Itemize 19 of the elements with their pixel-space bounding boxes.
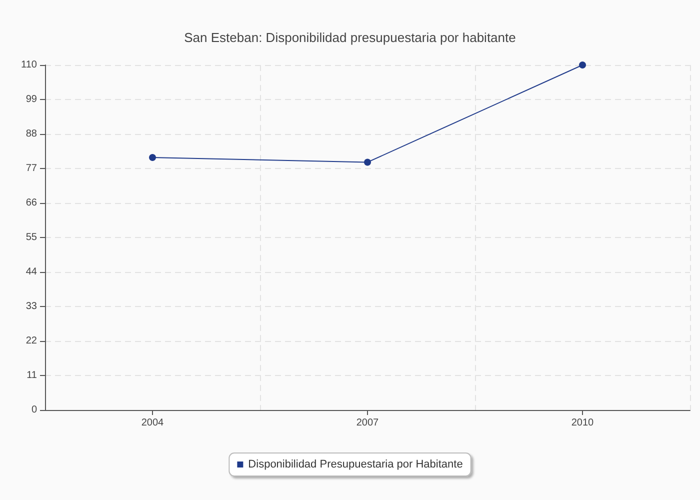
y-tick-label: 11: [26, 370, 38, 381]
point: [579, 62, 586, 68]
x-tick-label: 2010: [571, 418, 594, 428]
y-tick-label: 33: [26, 301, 38, 312]
y-tick-label: 88: [26, 128, 38, 140]
legend-label: Disponibilidad Presupuestaria por Habitante: [248, 458, 463, 470]
y-tick-label: 55: [26, 232, 38, 243]
y-tick-label: 44: [26, 266, 38, 278]
y-tick-label: 22: [26, 336, 38, 346]
y-tick-label: 99: [26, 94, 38, 105]
x-tick-label: 2007: [356, 418, 380, 428]
point: [364, 158, 371, 166]
y-tick-label: 110: [21, 60, 38, 70]
point: [149, 154, 156, 162]
y-tick-label: 0: [31, 404, 38, 416]
chart-title: San Esteban: Disponibilidad presupuestaria por habitante: [184, 30, 516, 45]
y-tick-label: 77: [26, 163, 38, 174]
y-tick-label: 66: [26, 198, 38, 208]
x-tick-label: 2004: [141, 418, 164, 428]
